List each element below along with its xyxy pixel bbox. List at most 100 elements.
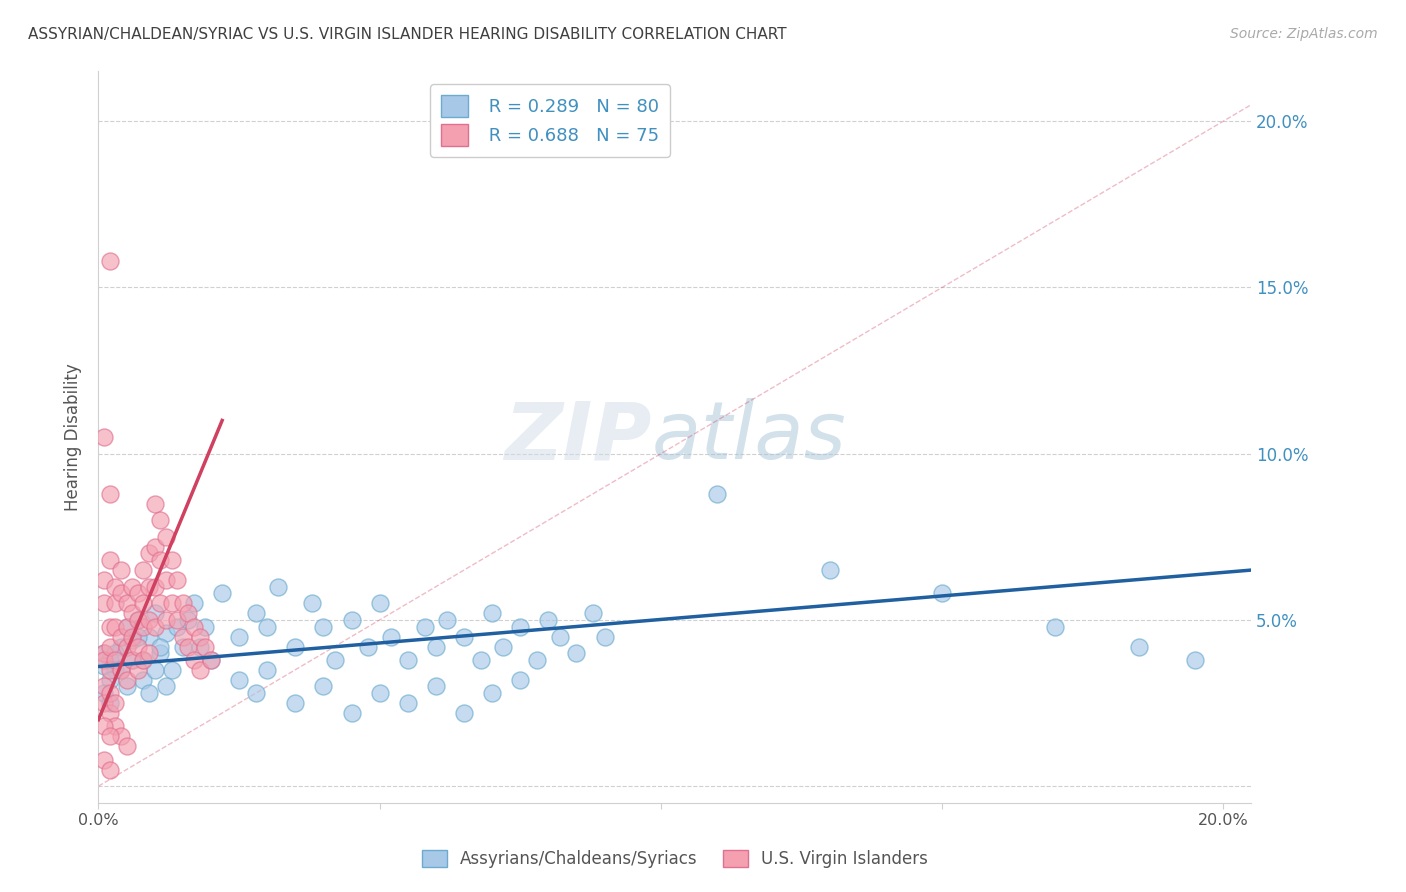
Point — [93, 696, 115, 710]
Point — [155, 626, 177, 640]
Point — [1184, 653, 1206, 667]
Point — [104, 696, 127, 710]
Point — [200, 653, 222, 667]
Point — [104, 580, 127, 594]
Point — [98, 763, 121, 777]
Point — [172, 630, 194, 644]
Point — [166, 573, 188, 587]
Point — [537, 613, 560, 627]
Point — [194, 619, 217, 633]
Point — [301, 596, 323, 610]
Point — [380, 630, 402, 644]
Point — [149, 646, 172, 660]
Point — [340, 613, 363, 627]
Point — [98, 673, 121, 687]
Point — [155, 680, 177, 694]
Point — [143, 663, 166, 677]
Point — [98, 663, 121, 677]
Point — [93, 573, 115, 587]
Point — [132, 673, 155, 687]
Point — [93, 753, 115, 767]
Point — [132, 653, 155, 667]
Y-axis label: Hearing Disability: Hearing Disability — [65, 363, 83, 511]
Point — [160, 596, 183, 610]
Point — [110, 663, 132, 677]
Point — [245, 686, 267, 700]
Point — [132, 563, 155, 577]
Point — [115, 640, 138, 654]
Point — [132, 596, 155, 610]
Point — [115, 739, 138, 754]
Point — [98, 686, 121, 700]
Point — [481, 686, 503, 700]
Point — [284, 640, 307, 654]
Point — [340, 706, 363, 720]
Point — [211, 586, 233, 600]
Point — [425, 680, 447, 694]
Point — [98, 253, 121, 268]
Point — [436, 613, 458, 627]
Point — [183, 619, 205, 633]
Point — [93, 659, 115, 673]
Point — [110, 729, 132, 743]
Point — [245, 607, 267, 621]
Point — [425, 640, 447, 654]
Point — [323, 653, 346, 667]
Point — [228, 673, 250, 687]
Point — [138, 580, 160, 594]
Point — [166, 613, 188, 627]
Point — [98, 706, 121, 720]
Point — [138, 686, 160, 700]
Point — [149, 640, 172, 654]
Point — [132, 619, 155, 633]
Point — [565, 646, 588, 660]
Point — [470, 653, 492, 667]
Point — [492, 640, 515, 654]
Point — [149, 596, 172, 610]
Point — [104, 596, 127, 610]
Point — [143, 619, 166, 633]
Point — [593, 630, 616, 644]
Point — [166, 619, 188, 633]
Point — [93, 686, 115, 700]
Text: atlas: atlas — [652, 398, 846, 476]
Point — [183, 653, 205, 667]
Point — [396, 653, 419, 667]
Point — [98, 653, 121, 667]
Point — [98, 553, 121, 567]
Point — [149, 553, 172, 567]
Point — [104, 719, 127, 733]
Point — [115, 619, 138, 633]
Point — [98, 696, 121, 710]
Point — [104, 619, 127, 633]
Point — [138, 630, 160, 644]
Point — [121, 632, 143, 647]
Point — [93, 680, 115, 694]
Point — [188, 630, 211, 644]
Point — [177, 607, 200, 621]
Point — [453, 706, 475, 720]
Point — [110, 563, 132, 577]
Point — [115, 680, 138, 694]
Point — [188, 663, 211, 677]
Point — [143, 607, 166, 621]
Point — [132, 653, 155, 667]
Point — [98, 729, 121, 743]
Point — [526, 653, 548, 667]
Point — [127, 663, 149, 677]
Point — [312, 619, 335, 633]
Point — [509, 619, 531, 633]
Point — [93, 596, 115, 610]
Point — [267, 580, 290, 594]
Point — [93, 646, 115, 660]
Point — [453, 630, 475, 644]
Point — [138, 646, 160, 660]
Point — [818, 563, 841, 577]
Point — [357, 640, 380, 654]
Point — [284, 696, 307, 710]
Point — [127, 613, 149, 627]
Point — [228, 630, 250, 644]
Point — [121, 607, 143, 621]
Point — [115, 596, 138, 610]
Text: ASSYRIAN/CHALDEAN/SYRIAC VS U.S. VIRGIN ISLANDER HEARING DISABILITY CORRELATION : ASSYRIAN/CHALDEAN/SYRIAC VS U.S. VIRGIN … — [28, 27, 787, 42]
